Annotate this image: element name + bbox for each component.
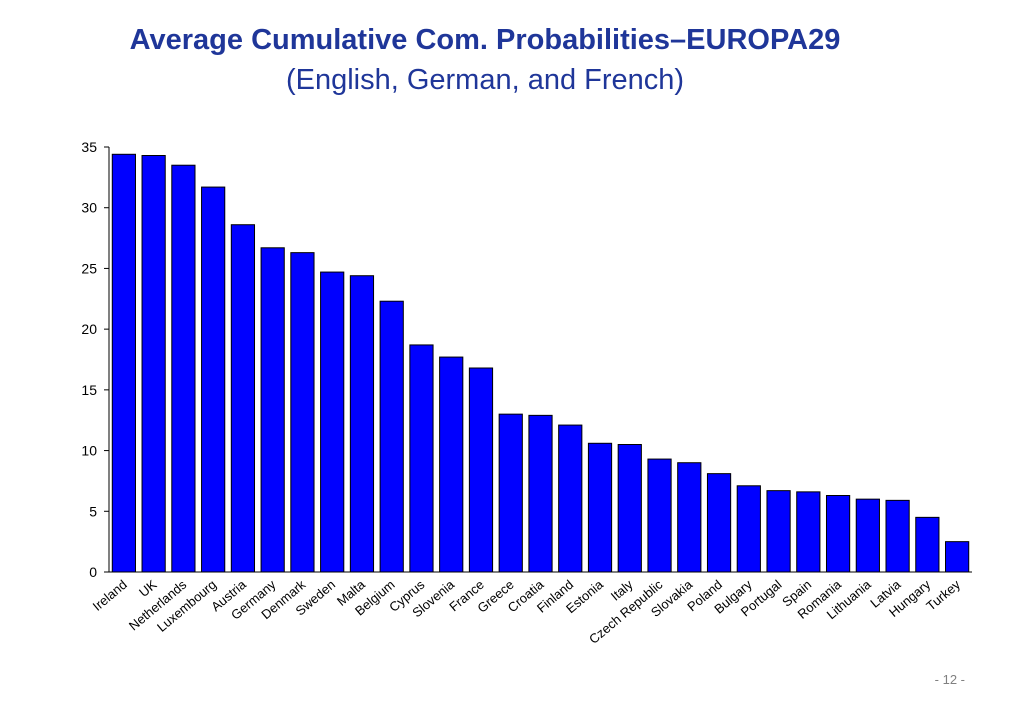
- bar-hungary: [915, 516, 940, 573]
- bar-spain: [796, 491, 821, 573]
- bar-finland: [558, 424, 583, 573]
- bar-poland: [706, 473, 732, 573]
- bar-lithuania: [855, 498, 880, 573]
- bar-czech-republic: [647, 458, 672, 573]
- bar-france: [468, 367, 494, 573]
- bar-latvia: [885, 499, 910, 573]
- bar-bulgary: [736, 485, 761, 573]
- bar-estonia: [587, 442, 613, 573]
- y-tick-label: 10: [81, 443, 97, 459]
- bar-germany: [260, 247, 285, 573]
- x-tick-label: Turkey: [923, 576, 963, 613]
- bar-italy: [617, 444, 642, 573]
- bar-cyprus: [409, 344, 434, 573]
- y-tick-label: 5: [89, 503, 97, 519]
- bar-croatia: [528, 414, 553, 573]
- x-tick-label: Ireland: [90, 577, 130, 614]
- y-tick-label: 0: [89, 564, 97, 580]
- y-tick-label: 25: [81, 260, 97, 276]
- bar-ireland: [111, 153, 136, 573]
- y-tick-label: 35: [81, 139, 97, 155]
- bar-uk: [141, 155, 166, 573]
- y-tick-label: 30: [81, 200, 97, 216]
- bar-luxembourg: [201, 186, 226, 573]
- bar-romania: [825, 495, 851, 573]
- bar-denmark: [290, 252, 315, 573]
- chart-subtitle: (English, German, and French): [285, 64, 685, 96]
- x-axis-labels: Ireland UKNetherlandsLuxembourgAustriaGer…: [90, 576, 964, 647]
- bar-sweden: [320, 271, 345, 573]
- y-tick-label: 15: [81, 382, 97, 398]
- bar-belgium: [379, 300, 404, 573]
- bar-netherlands: [171, 164, 196, 573]
- bar-greece: [498, 413, 523, 573]
- bar-austria: [230, 224, 256, 573]
- bar-slovakia: [677, 462, 702, 573]
- bars: [111, 153, 970, 573]
- bar-malta: [349, 275, 375, 573]
- bar-slovenia: [439, 356, 464, 573]
- page-number: - 12 -: [934, 672, 965, 687]
- y-tick-label: 20: [81, 321, 97, 337]
- bar-turkey: [945, 541, 970, 573]
- chart-title: Average Cumulative Com. Probabilities–EU…: [129, 24, 841, 56]
- bar-portugal: [766, 490, 791, 573]
